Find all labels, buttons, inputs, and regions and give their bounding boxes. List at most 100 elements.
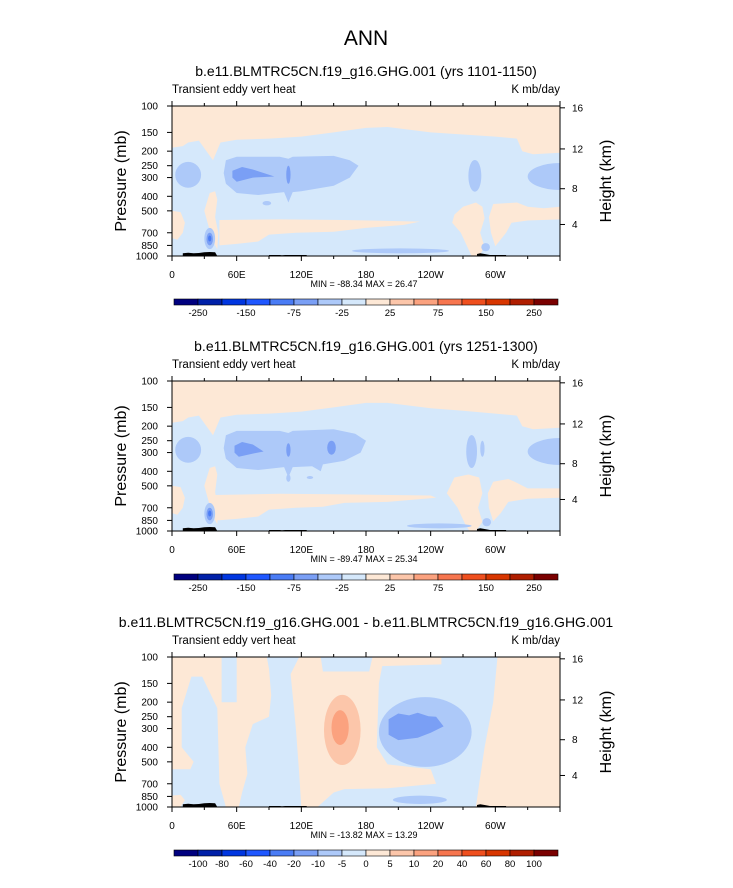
contour-region [172, 106, 560, 161]
colorbar-label: -80 [215, 859, 229, 870]
panel-title: b.e11.BLMTRC5CN.f19_g16.GHG.001 (yrs 125… [194, 338, 538, 354]
colorbar-box [269, 849, 295, 857]
y-tick-label: 500 [141, 757, 158, 768]
y-tick-label: 250 [141, 436, 158, 447]
contour-region [527, 438, 560, 465]
x-tick-label: 120W [418, 270, 445, 281]
colorbar-label: 0 [363, 859, 368, 870]
y-tick-label: 250 [141, 161, 158, 172]
y-tick-label: 1000 [136, 527, 159, 538]
y-tick-label: 850 [141, 516, 158, 527]
contour-region [327, 440, 336, 455]
contour-region [468, 159, 482, 192]
colorbar-box [437, 573, 463, 581]
y-tick-right-label: 16 [572, 378, 584, 389]
colorbar-label: 80 [505, 859, 516, 870]
x-tick-label: 180 [358, 270, 375, 281]
right-string: K mb/day [511, 635, 560, 647]
y-tick-label: 400 [141, 743, 158, 754]
y-tick-label: 150 [141, 128, 158, 139]
colorbar-box [173, 298, 199, 306]
contour-region [482, 518, 492, 527]
colorbar-label: -40 [263, 859, 277, 870]
y-tick-label: 500 [141, 481, 158, 492]
contour-region [306, 476, 314, 479]
colorbar-box [269, 298, 295, 306]
colorbar-box [533, 298, 559, 306]
y-axis-right-label: Height (km) [598, 691, 615, 774]
x-tick-label: 60W [485, 270, 506, 281]
colorbar-box [293, 849, 319, 857]
colorbar-label: -150 [236, 583, 255, 594]
right-string: K mb/day [511, 359, 560, 371]
y-tick-label: 200 [141, 422, 158, 433]
colorbar-label: -75 [287, 308, 301, 319]
panel-3: b.e11.BLMTRC5CN.f19_g16.GHG.001 - b.e11.… [113, 614, 615, 870]
x-tick-label: 0 [169, 270, 175, 281]
colorbar-label: -20 [287, 859, 301, 870]
y-axis-right-label: Height (km) [598, 415, 615, 498]
contour-region [488, 202, 560, 247]
colorbar-box [533, 849, 559, 857]
colorbar-label: 75 [433, 308, 444, 319]
contour-region [487, 479, 560, 522]
y-tick-label: 100 [141, 102, 158, 113]
y-axis-right-label: Height (km) [598, 140, 615, 223]
colorbar-box [365, 573, 391, 581]
y-tick-label: 700 [141, 503, 158, 514]
y-axis-label: Pressure (mb) [113, 681, 130, 782]
colorbar-box [197, 573, 223, 581]
contour-region [204, 191, 219, 250]
y-tick-right-label: 12 [572, 419, 584, 430]
y-tick-label: 100 [141, 653, 158, 664]
contour-region [219, 219, 420, 246]
colorbar-box [509, 298, 535, 306]
y-tick-right-label: 8 [572, 459, 578, 470]
contour-region [392, 795, 447, 805]
colorbar-box [293, 298, 319, 306]
colorbar-box [389, 573, 415, 581]
contour-region [204, 466, 219, 525]
colorbar-box [389, 298, 415, 306]
colorbar-label: 10 [409, 859, 420, 870]
colorbar-label: 25 [385, 308, 396, 319]
y-tick-right-label: 12 [572, 144, 584, 155]
y-tick-label: 150 [141, 679, 158, 690]
topography-mask [182, 803, 218, 807]
y-tick-label: 700 [141, 228, 158, 239]
topography-mask [182, 252, 218, 256]
contour-region [466, 434, 478, 468]
y-tick-right-label: 4 [572, 495, 578, 506]
y-tick-label: 300 [141, 448, 158, 459]
y-tick-label: 200 [141, 147, 158, 158]
colorbar-label: 250 [526, 308, 542, 319]
colorbar-label: -100 [188, 859, 207, 870]
colorbar-label: -60 [239, 859, 253, 870]
x-tick-label: 0 [169, 545, 175, 556]
contour-region [172, 381, 560, 436]
contour-region [172, 794, 185, 807]
colorbar: -100 -80 -60 -40 -20 -10 -5 0 5 10 20 40 60 80 100 [173, 849, 559, 870]
y-tick-label: 1000 [136, 252, 159, 263]
x-tick-label: 120E [290, 270, 314, 281]
left-string: Transient eddy vert heat [172, 359, 296, 371]
contour-region [351, 248, 449, 254]
colorbar-box [365, 298, 391, 306]
colorbar-box [293, 573, 319, 581]
colorbar-box [317, 849, 343, 857]
contour-field [172, 106, 560, 256]
colorbar-label: -250 [188, 308, 207, 319]
x-tick-label: 120W [418, 821, 445, 832]
colorbar-box [389, 849, 415, 857]
contour-region [290, 657, 442, 807]
contour-region [172, 657, 272, 807]
colorbar-box [341, 849, 367, 857]
colorbar-box [173, 573, 199, 581]
y-tick-right-label: 8 [572, 184, 578, 195]
x-tick-label: 60E [228, 545, 246, 556]
y-tick-label: 150 [141, 403, 158, 414]
y-tick-right-label: 16 [572, 103, 584, 114]
x-tick-label: 180 [358, 545, 375, 556]
panel-1: b.e11.BLMTRC5CN.f19_g16.GHG.001 (yrs 110… [113, 63, 615, 319]
min-max-label: MIN = -88.34 MAX = 26.47 [310, 279, 417, 289]
